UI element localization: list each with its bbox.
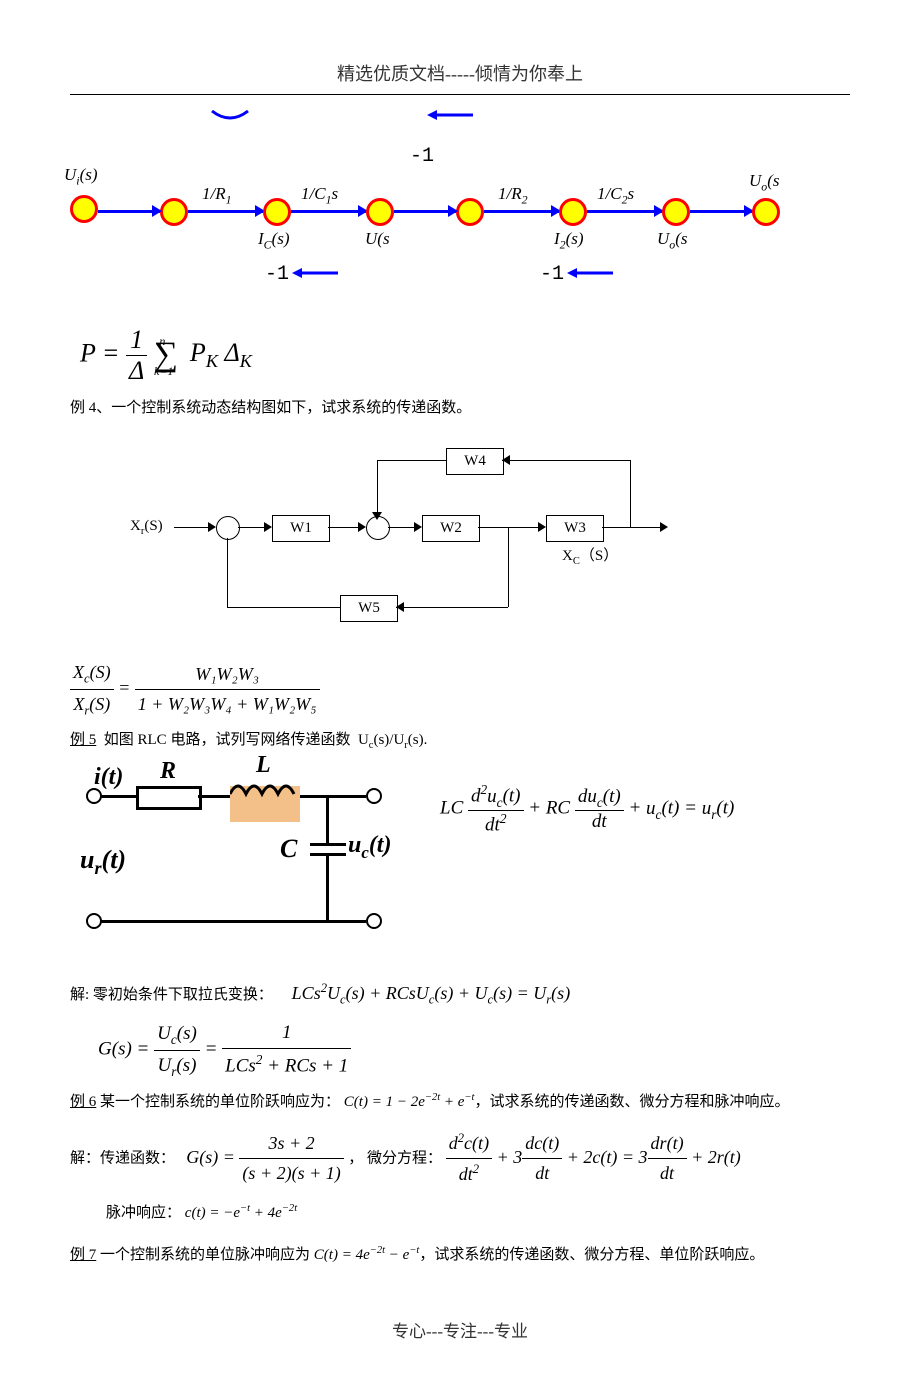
flow-node	[160, 198, 188, 226]
feedback-arrow-bot1	[290, 263, 340, 290]
rlc-diff-eq: LC d2uc(t)dt2 + RC duc(t)dt + uc(t) = ur…	[440, 782, 734, 836]
label-L: L	[256, 752, 271, 779]
node-label: U(s	[365, 229, 390, 249]
edge-label: 1/C2s	[597, 184, 634, 207]
edge-label: 1/R1	[202, 184, 232, 207]
example5-tf: G(s) = Uc(s)Ur(s) = 1LCs2 + RCs + 1	[98, 1018, 850, 1082]
flow-edge	[98, 210, 160, 213]
label-C: C	[280, 834, 297, 864]
flow-node: Uo(s	[752, 198, 780, 226]
flow-node: IC(s)	[263, 198, 291, 226]
summing-junction	[216, 516, 240, 540]
flow-node	[456, 198, 484, 226]
node-label: IC(s)	[258, 229, 290, 252]
feedback-arrow-top	[425, 105, 475, 132]
input-label: Ui(s)	[64, 165, 98, 188]
page-header: 精选优质文档-----倾情为你奉上	[70, 60, 850, 95]
flow-node: I2(s)	[559, 198, 587, 226]
flow-node: U(s	[366, 198, 394, 226]
label-i: i(t)	[94, 764, 123, 791]
flow-edge	[690, 210, 752, 213]
label-R: R	[160, 758, 176, 785]
example5-title: 例 5 如图 RLC 电路，试列写网络传递函数 Uc(s)/Ur(s).	[70, 728, 850, 755]
edge-label: 1/C1s	[301, 184, 338, 207]
example6-impulse: 脉冲响应： c(t) = −e−t + 4e−2t	[106, 1201, 850, 1225]
flow-edge: 1/C2s	[587, 210, 662, 213]
block-w4: W4	[446, 448, 504, 475]
block-w2: W2	[422, 515, 480, 542]
neg1-bot-2: -1	[540, 263, 564, 286]
neg1-bot-1: -1	[265, 263, 289, 286]
example7-title: 例 7 一个控制系统的单位脉冲响应为 C(t) = 4e−2t − e−t，试求…	[70, 1243, 850, 1267]
bd-input-label: Xr(S)	[130, 518, 163, 537]
flow-node: Uo(s	[662, 198, 690, 226]
block-diagram: Xr(S) W1 W2 W3 XC（S） W4 W5	[130, 430, 850, 650]
block-w1: W1	[272, 515, 330, 542]
signal-flow-graph: -1 Ui(s) 1/R1 IC(s) 1/C1s U(s 1/	[70, 115, 850, 315]
flow-main-row: Ui(s) 1/R1 IC(s) 1/C1s U(s 1/R2	[70, 195, 850, 228]
feedback-arrow-bot2	[565, 263, 615, 290]
node-label: Uo(s	[657, 229, 688, 252]
terminal	[366, 913, 382, 929]
resistor	[136, 786, 202, 810]
neg1-top-label: -1	[410, 145, 434, 168]
example4-result: Xc(S)Xr(S) = W₁W₂W₃1 + W₂W₃W₄ + W₁W₂W₅	[70, 658, 850, 720]
feedback-curve-left	[210, 107, 250, 134]
label-ur: ur(t)	[80, 845, 126, 879]
flow-edge: 1/C1s	[291, 210, 366, 213]
node-label: I2(s)	[554, 229, 584, 252]
capacitor-plate	[310, 843, 346, 846]
block-w3: W3	[546, 515, 604, 542]
flow-node	[70, 195, 98, 223]
terminal	[366, 788, 382, 804]
inductor	[230, 786, 300, 822]
flow-edge: 1/R1	[188, 210, 263, 213]
flow-edge: 1/R2	[484, 210, 559, 213]
page-footer: 专心---专注---专业	[70, 1317, 850, 1342]
mason-formula: P = 1Δ ∑k=1n PK ΔK	[80, 325, 850, 386]
bd-output-label: XC（S）	[562, 544, 618, 567]
example4-title: 例 4、一个控制系统动态结构图如下，试求系统的传递函数。	[70, 396, 850, 420]
example6-solution: 解：传递函数： G(s) = 3s + 2(s + 2)(s + 1) ， 微分…	[70, 1128, 850, 1189]
output-label: Uo(s	[749, 171, 780, 194]
example6-title: 例 6 某一个控制系统的单位阶跃响应为： C(t) = 1 − 2e−2t + …	[70, 1090, 850, 1114]
rlc-circuit: i(t) R L C ur(t) uc(t)	[80, 770, 440, 960]
flow-edge	[394, 210, 456, 213]
label-uc: uc(t)	[348, 832, 391, 863]
example5-solution-intro: 解: 零初始条件下取拉氏变换： LCs2Uc(s) + RCsUc(s) + U…	[70, 978, 850, 1010]
edge-label: 1/R2	[498, 184, 528, 207]
block-w5: W5	[340, 595, 398, 622]
